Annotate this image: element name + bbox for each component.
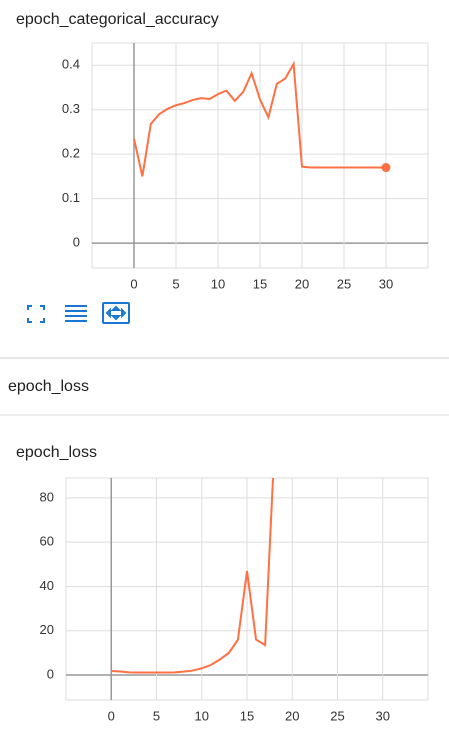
chart-title: epoch_categorical_accuracy bbox=[16, 11, 219, 28]
line bbox=[111, 478, 275, 674]
fullscreen-button[interactable] bbox=[27, 305, 45, 323]
point bbox=[381, 163, 391, 173]
fit-domain-button[interactable] bbox=[102, 302, 130, 324]
x-tick-label: 15 bbox=[253, 276, 267, 291]
x-tick-label: 20 bbox=[285, 708, 299, 723]
toolbar bbox=[27, 302, 130, 324]
x-tick-label: 10 bbox=[211, 276, 225, 291]
y-tick-label: 60 bbox=[40, 534, 54, 549]
x-tick-label: 15 bbox=[240, 708, 254, 723]
y-tick-label: 0.4 bbox=[62, 57, 80, 72]
line bbox=[133, 60, 386, 177]
x-tick-label: 10 bbox=[195, 708, 209, 723]
x-tick-label: 5 bbox=[153, 708, 160, 723]
y-tick-label: 0.3 bbox=[62, 101, 80, 116]
section-title: epoch_loss bbox=[8, 378, 89, 395]
x-tick-label: 30 bbox=[379, 276, 393, 291]
y-tick-label: 40 bbox=[40, 578, 54, 593]
chart-title: epoch_loss bbox=[16, 444, 97, 461]
x-tick-label: 0 bbox=[130, 276, 137, 291]
x-tick-label: 0 bbox=[108, 708, 115, 723]
y-tick-label: 0.2 bbox=[62, 146, 80, 161]
y-tick-label: 0 bbox=[73, 235, 80, 250]
y-tick-label: 20 bbox=[40, 622, 54, 637]
x-tick-label: 30 bbox=[376, 708, 390, 723]
plot-area bbox=[133, 60, 391, 177]
toggle-log-button[interactable] bbox=[65, 305, 87, 322]
y-tick-label: 80 bbox=[40, 489, 54, 504]
plot-area bbox=[111, 478, 275, 674]
y-tick-label: 0.1 bbox=[62, 190, 80, 205]
x-tick-label: 20 bbox=[295, 276, 309, 291]
y-tick-label: 0 bbox=[47, 666, 54, 681]
x-tick-label: 5 bbox=[172, 276, 179, 291]
x-tick-label: 25 bbox=[337, 276, 351, 291]
x-tick-label: 25 bbox=[330, 708, 344, 723]
